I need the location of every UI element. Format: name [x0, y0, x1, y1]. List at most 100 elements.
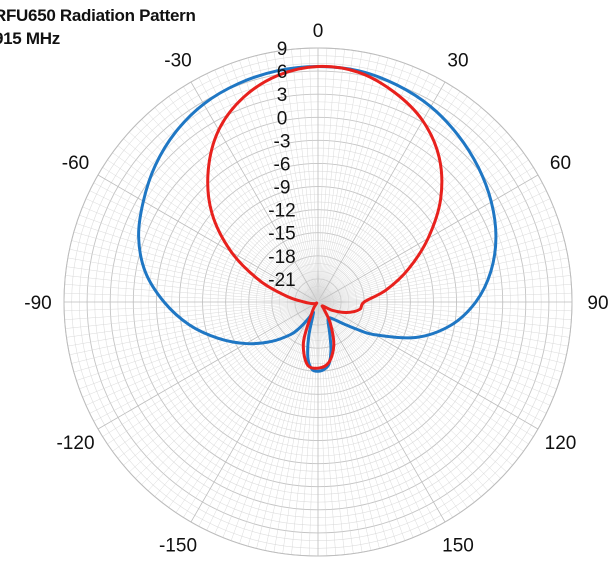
- grid-spoke: [317, 301, 363, 553]
- radial-tick-label: -15: [268, 224, 295, 245]
- chart-title: RFU650 Radiation Pattern: [0, 6, 196, 25]
- grid-spoke: [76, 223, 319, 303]
- grid-spoke: [239, 60, 319, 303]
- grid-spoke: [317, 301, 328, 556]
- angle-tick-label: -120: [56, 433, 94, 454]
- grid-spoke: [147, 113, 319, 303]
- grid-spoke: [317, 57, 389, 303]
- grid-spoke: [317, 301, 554, 398]
- grid-spoke: [66, 301, 319, 338]
- grid-spoke: [317, 301, 468, 508]
- grid-spoke: [206, 301, 319, 531]
- radial-tick-label: 3: [277, 85, 288, 106]
- grid-spoke: [317, 48, 336, 303]
- grid-spoke: [183, 301, 319, 518]
- grid-spoke: [141, 119, 319, 303]
- grid-spoke: [317, 301, 495, 485]
- grid-spoke: [317, 51, 363, 303]
- grid-spoke: [93, 301, 319, 422]
- grid-spoke: [317, 301, 354, 554]
- grid-spoke: [317, 63, 406, 303]
- outer-ring: [63, 47, 573, 557]
- grid-spoke: [291, 49, 319, 303]
- grid-spoke: [135, 301, 319, 479]
- grid-spoke: [82, 301, 319, 398]
- grid-spoke: [317, 152, 524, 303]
- grid-spoke: [230, 63, 319, 303]
- grid-spoke: [317, 167, 534, 303]
- grid-spoke: [317, 301, 513, 466]
- grid-spoke: [317, 301, 482, 497]
- series-line-1: [206, 64, 444, 370]
- grid-spoke: [79, 301, 319, 390]
- grid-spoke: [317, 301, 438, 527]
- grid-spoke: [317, 275, 571, 303]
- grid-spoke: [317, 301, 336, 556]
- radial-tick-label: -12: [268, 201, 295, 222]
- grid-spoke: [247, 57, 319, 303]
- grid-spoke: [317, 301, 563, 373]
- grid-spoke: [317, 292, 572, 303]
- grid-spoke: [247, 301, 319, 547]
- grid-spoke: [273, 51, 319, 303]
- angle-tick-label: 150: [442, 536, 474, 557]
- grid-spoke: [317, 240, 565, 303]
- grid-spoke: [85, 198, 319, 303]
- angle-tick-label: -60: [62, 153, 89, 174]
- grid-spoke: [317, 60, 397, 303]
- grid-spoke: [317, 301, 557, 390]
- grid-spoke: [317, 301, 422, 535]
- grid-spoke: [198, 77, 319, 303]
- grid-spoke: [73, 301, 319, 373]
- grid-spoke: [65, 301, 319, 329]
- radial-tick-label: 6: [277, 62, 288, 83]
- grid-spoke: [300, 301, 319, 556]
- grid-spoke: [317, 301, 539, 430]
- angle-tick-label: 30: [447, 51, 468, 72]
- grid-spoke: [89, 301, 319, 414]
- grid-spoke: [190, 301, 319, 523]
- angle-tick-label: -150: [159, 536, 197, 557]
- radial-tick-label: -3: [274, 131, 291, 152]
- radial-tick-label: -6: [274, 155, 291, 176]
- grid-spoke: [317, 301, 534, 437]
- grid-spoke: [222, 66, 319, 303]
- grid-spoke: [79, 214, 319, 303]
- grid-spoke: [102, 301, 319, 437]
- grid-spoke: [317, 301, 507, 473]
- grid-spoke: [317, 301, 543, 422]
- grid-spoke: [317, 77, 438, 303]
- grid-spoke: [317, 91, 461, 303]
- grid-spoke: [64, 301, 319, 320]
- series-line-0: [137, 64, 498, 373]
- grid-spoke: [154, 107, 319, 303]
- grid-spoke: [317, 96, 468, 303]
- grid-spoke: [317, 301, 345, 555]
- grid-spoke: [291, 301, 319, 555]
- grid-spoke: [317, 206, 554, 303]
- grid-spoke: [317, 48, 328, 303]
- grid-spoke: [97, 174, 319, 303]
- grid-spoke: [317, 119, 495, 303]
- grid-spoke: [317, 301, 475, 503]
- grid-spoke: [82, 206, 319, 303]
- radial-tick-label: -9: [274, 178, 291, 199]
- grid-spoke: [102, 167, 319, 303]
- grid-spoke: [161, 101, 319, 303]
- grid-spoke: [317, 182, 543, 303]
- grid-spoke: [308, 301, 319, 556]
- grid-spoke: [282, 301, 319, 554]
- grid-spoke: [317, 301, 446, 523]
- grid-spoke: [317, 301, 551, 406]
- grid-spoke: [112, 152, 319, 303]
- angle-tick-label: 120: [545, 433, 577, 454]
- grid-spoke: [317, 301, 560, 381]
- radial-tick-label: -21: [268, 270, 295, 291]
- grid-spoke: [117, 301, 319, 459]
- grid-spoke: [317, 223, 560, 303]
- grid-spoke: [317, 107, 482, 303]
- radial-tick-label: 9: [277, 39, 288, 60]
- grid-spoke: [198, 301, 319, 527]
